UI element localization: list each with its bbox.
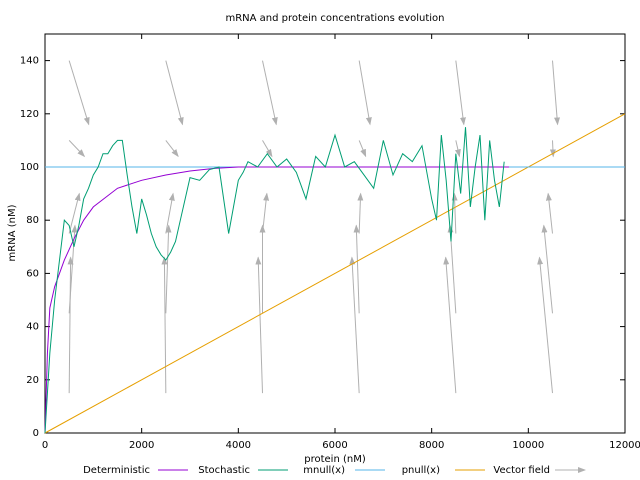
vector-arrow <box>349 256 360 394</box>
vector-arrow <box>451 192 458 234</box>
x-tick-label: 2000 <box>129 440 154 451</box>
plot-frame <box>44 33 626 434</box>
vector-arrow <box>68 140 86 158</box>
x-tick-label: 10000 <box>512 440 544 451</box>
y-tick-label: 0 <box>33 428 39 439</box>
series-line <box>44 166 509 434</box>
legend-label: pnull(x) <box>402 465 440 476</box>
vector-arrow <box>541 224 553 314</box>
y-tick-label: 40 <box>26 322 39 333</box>
legend-label: Stochastic <box>198 465 250 476</box>
vector-arrow <box>68 192 81 234</box>
vector-arrow <box>537 256 553 394</box>
vector-arrow <box>545 192 553 234</box>
vector-arrow <box>262 60 278 126</box>
vector-arrow <box>455 60 466 126</box>
vector-arrow <box>165 60 184 126</box>
vector-arrow <box>161 256 168 394</box>
vector-arrow <box>552 60 561 126</box>
x-axis-label: protein (nM) <box>304 454 366 465</box>
x-tick-label: 4000 <box>226 440 251 451</box>
legend-label: mnull(x) <box>303 465 345 476</box>
vector-arrow <box>357 192 364 234</box>
legend-label: Vector field <box>493 465 550 476</box>
vector-arrow <box>262 140 273 158</box>
y-tick-label: 20 <box>26 375 39 386</box>
vector-arrow <box>67 256 74 394</box>
y-tick-label: 120 <box>20 109 39 120</box>
y-tick-label: 100 <box>20 162 39 173</box>
vector-arrow <box>68 60 90 126</box>
x-tick-label: 12000 <box>609 440 640 451</box>
y-tick-label: 80 <box>26 215 39 226</box>
vector-arrow <box>358 140 367 158</box>
y-tick-label: 140 <box>20 56 39 67</box>
y-axis-label: mRNA (nM) <box>7 204 18 261</box>
vector-arrow <box>454 140 461 158</box>
series-line <box>44 113 626 434</box>
vector-arrow <box>165 192 175 234</box>
vector-arrow <box>358 60 372 126</box>
vector-arrow <box>165 140 179 158</box>
vector-arrow <box>353 224 360 314</box>
x-tick-label: 0 <box>42 440 48 451</box>
vector-arrow <box>262 192 270 234</box>
vector-arrow <box>165 224 172 314</box>
chart-title: mRNA and protein concentrations evolutio… <box>225 13 444 24</box>
x-tick-label: 6000 <box>322 440 347 451</box>
series-line <box>44 127 505 434</box>
vector-arrow <box>255 256 263 394</box>
x-tick-label: 8000 <box>419 440 444 451</box>
vector-arrow <box>68 224 78 314</box>
y-tick-label: 60 <box>26 268 39 279</box>
vector-arrow <box>443 256 457 394</box>
legend-label: Deterministic <box>83 465 150 476</box>
